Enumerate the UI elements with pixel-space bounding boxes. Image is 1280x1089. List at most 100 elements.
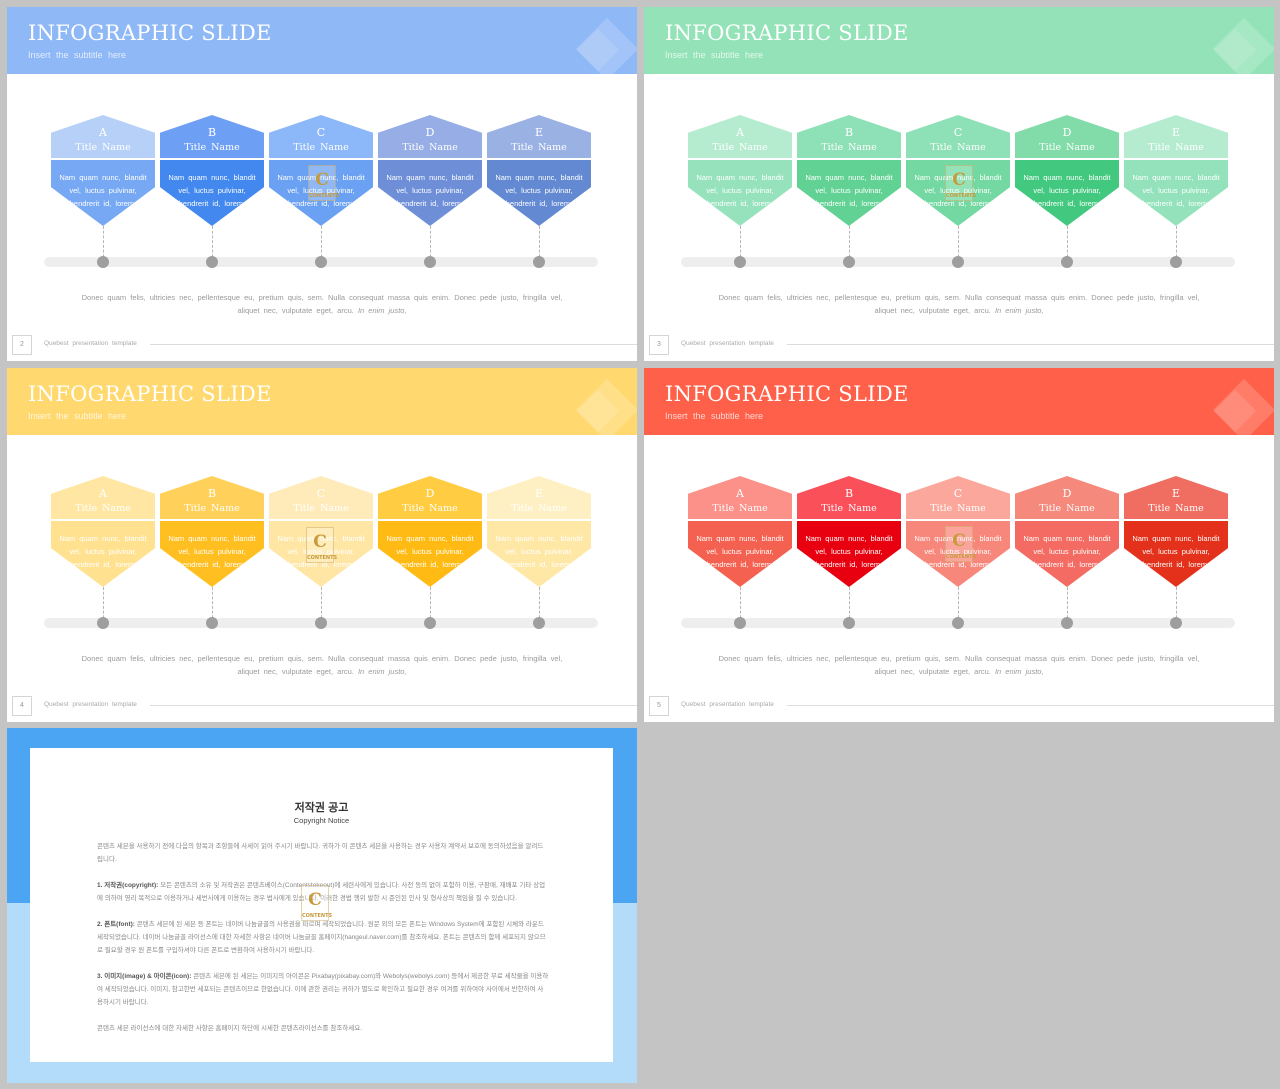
slide-header: INFOGRAPHIC SLIDE Insert the subtitle he… bbox=[7, 368, 637, 442]
body-text: Donec quam felis, ultricies nec, pellent… bbox=[718, 293, 1200, 315]
hexagon-item-e: E Title Name Nam quam nunc, blandit vel,… bbox=[1124, 115, 1228, 226]
watermark-logo-icon: C CONTENTS bbox=[945, 526, 976, 562]
timeline-dot bbox=[952, 617, 964, 629]
connector-line bbox=[740, 587, 741, 623]
item-title: Title Name bbox=[712, 503, 768, 514]
item-body: Nam quam nunc, blandit vel, luctus pulvi… bbox=[1023, 534, 1111, 569]
item-title: Title Name bbox=[511, 503, 567, 514]
item-body: Nam quam nunc, blandit vel, luctus pulvi… bbox=[168, 534, 256, 569]
item-letter: A bbox=[736, 126, 744, 139]
slide-title: INFOGRAPHIC SLIDE bbox=[28, 21, 272, 45]
item-title: Title Name bbox=[930, 142, 986, 153]
body-text: Donec quam felis, ultricies nec, pellent… bbox=[81, 293, 563, 315]
hexagon-item-b: B Title Name Nam quam nunc, blandit vel,… bbox=[797, 115, 901, 226]
item-body: Nam quam nunc, blandit vel, luctus pulvi… bbox=[386, 534, 474, 569]
slide-thumbnail-red[interactable]: INFOGRAPHIC SLIDE Insert the subtitle he… bbox=[644, 368, 1274, 722]
slide-subtitle: Insert the subtitle here bbox=[28, 411, 127, 421]
hexagon-item-d: D Title Name Nam quam nunc, blandit vel,… bbox=[378, 115, 482, 226]
timeline-dot bbox=[734, 617, 746, 629]
timeline-dot bbox=[315, 617, 327, 629]
connector-line bbox=[1176, 587, 1177, 623]
page-number: 5 bbox=[649, 696, 669, 716]
hexagon-item-e: E Title Name Nam quam nunc, blandit vel,… bbox=[1124, 476, 1228, 587]
connector-line bbox=[539, 587, 540, 623]
item-letter: A bbox=[736, 487, 744, 500]
copyright-outro: 콘텐츠 세븐 라이선스에 대한 자세한 사항은 홈페이지 하단에 시세한 콘텐츠… bbox=[97, 1025, 363, 1032]
copyright-subtitle: Copyright Notice bbox=[293, 816, 350, 825]
copyright-slide[interactable]: 저작권 공고 Copyright Notice 콘텐츠 세븐을 사용하기 전에 … bbox=[7, 728, 637, 1083]
watermark-logo-icon: C CONTENTS bbox=[308, 165, 339, 201]
item-letter: D bbox=[1062, 126, 1072, 139]
watermark-logo-icon: C CONTENTS bbox=[306, 527, 337, 563]
item-body: Nam quam nunc, blandit vel, luctus pulvi… bbox=[495, 173, 583, 208]
item-title: Title Name bbox=[712, 142, 768, 153]
timeline-dot bbox=[206, 256, 218, 268]
item-letter: B bbox=[844, 126, 854, 139]
item-letter: C bbox=[316, 126, 326, 139]
connector-line bbox=[849, 226, 850, 262]
item-body: Nam quam nunc, blandit vel, luctus pulvi… bbox=[696, 173, 784, 208]
item-body: Nam quam nunc, blandit vel, luctus pulvi… bbox=[1023, 173, 1111, 208]
watermark-logo-icon: C CONTENTS bbox=[301, 885, 332, 921]
item-title: Title Name bbox=[930, 503, 986, 514]
item-letter: C bbox=[316, 487, 326, 500]
timeline-dot bbox=[424, 617, 436, 629]
copyright-title: 저작권 공고 bbox=[294, 802, 349, 814]
slide-subtitle: Insert the subtitle here bbox=[665, 411, 764, 421]
slide-header: INFOGRAPHIC SLIDE Insert the subtitle he… bbox=[644, 368, 1274, 442]
item-body: Nam quam nunc, blandit vel, luctus pulvi… bbox=[914, 173, 1002, 208]
hexagon-item-a: A Title Name Nam quam nunc, blandit vel,… bbox=[688, 115, 792, 226]
slide-subtitle: Insert the subtitle here bbox=[28, 50, 127, 60]
item-letter: C bbox=[953, 487, 963, 500]
timeline-dot bbox=[533, 256, 545, 268]
page-number: 4 bbox=[12, 696, 32, 716]
body-text: Donec quam felis, ultricies nec, pellent… bbox=[718, 654, 1200, 676]
slide-thumbnail-green[interactable]: INFOGRAPHIC SLIDE Insert the subtitle he… bbox=[644, 7, 1274, 361]
item-body: Nam quam nunc, blandit vel, luctus pulvi… bbox=[1132, 534, 1220, 569]
hexagon-item-a: A Title Name Nam quam nunc, blandit vel,… bbox=[51, 476, 155, 587]
item-body: Nam quam nunc, blandit vel, luctus pulvi… bbox=[495, 534, 583, 569]
item-letter: B bbox=[844, 487, 854, 500]
item-title: Title Name bbox=[75, 142, 131, 153]
slide-title: INFOGRAPHIC SLIDE bbox=[665, 382, 909, 406]
slide-thumbnail-yellow[interactable]: INFOGRAPHIC SLIDE Insert the subtitle he… bbox=[7, 368, 637, 722]
footer-text: Quebest presentation template bbox=[44, 340, 137, 347]
item-letter: A bbox=[99, 487, 107, 500]
item-body: Nam quam nunc, blandit vel, luctus pulvi… bbox=[696, 534, 784, 569]
hexagon-item-d: D Title Name Nam quam nunc, blandit vel,… bbox=[1015, 476, 1119, 587]
item-letter: D bbox=[425, 126, 435, 139]
item-letter: B bbox=[207, 126, 217, 139]
item-title: Title Name bbox=[402, 503, 458, 514]
timeline-dot bbox=[1061, 256, 1073, 268]
item-letter: B bbox=[207, 487, 217, 500]
item-body: Nam quam nunc, blandit vel, luctus pulvi… bbox=[1132, 173, 1220, 208]
item-title: Title Name bbox=[293, 503, 349, 514]
item-title: Title Name bbox=[821, 142, 877, 153]
connector-line bbox=[212, 226, 213, 262]
item-body: Nam quam nunc, blandit vel, luctus pulvi… bbox=[805, 173, 893, 208]
timeline-dot bbox=[1170, 617, 1182, 629]
item-body: Nam quam nunc, blandit vel, luctus pulvi… bbox=[168, 173, 256, 208]
copyright-body: 콘텐츠 세븐을 사용하기 전에 다음의 항목과 조항들에 사세이 읽어 주시기 … bbox=[97, 840, 549, 1048]
connector-line bbox=[1176, 226, 1177, 262]
connector-line bbox=[430, 587, 431, 623]
slide-thumbnail-blue[interactable]: INFOGRAPHIC SLIDE Insert the subtitle he… bbox=[7, 7, 637, 361]
item-title: Title Name bbox=[184, 503, 240, 514]
timeline-dot bbox=[734, 256, 746, 268]
copyright-section-3: 3. 이미지(image) & 아이콘(icon): 콘텐츠 세븐에 된 세븐는… bbox=[97, 973, 549, 1006]
timeline-dot bbox=[424, 256, 436, 268]
timeline-dot bbox=[1170, 256, 1182, 268]
copyright-card: 저작권 공고 Copyright Notice 콘텐츠 세븐을 사용하기 전에 … bbox=[30, 748, 613, 1062]
item-letter: E bbox=[1171, 487, 1181, 500]
hexagon-item-a: A Title Name Nam quam nunc, blandit vel,… bbox=[688, 476, 792, 587]
item-title: Title Name bbox=[1148, 142, 1204, 153]
connector-line bbox=[740, 226, 741, 262]
item-letter: A bbox=[99, 126, 107, 139]
hexagon-item-a: A Title Name Nam quam nunc, blandit vel,… bbox=[51, 115, 155, 226]
connector-line bbox=[539, 226, 540, 262]
hexagon-item-e: E Title Name Nam quam nunc, blandit vel,… bbox=[487, 476, 591, 587]
connector-line bbox=[321, 587, 322, 623]
item-body: Nam quam nunc, blandit vel, luctus pulvi… bbox=[386, 173, 474, 208]
connector-line bbox=[958, 587, 959, 623]
hexagon-item-e: E Title Name Nam quam nunc, blandit vel,… bbox=[487, 115, 591, 226]
